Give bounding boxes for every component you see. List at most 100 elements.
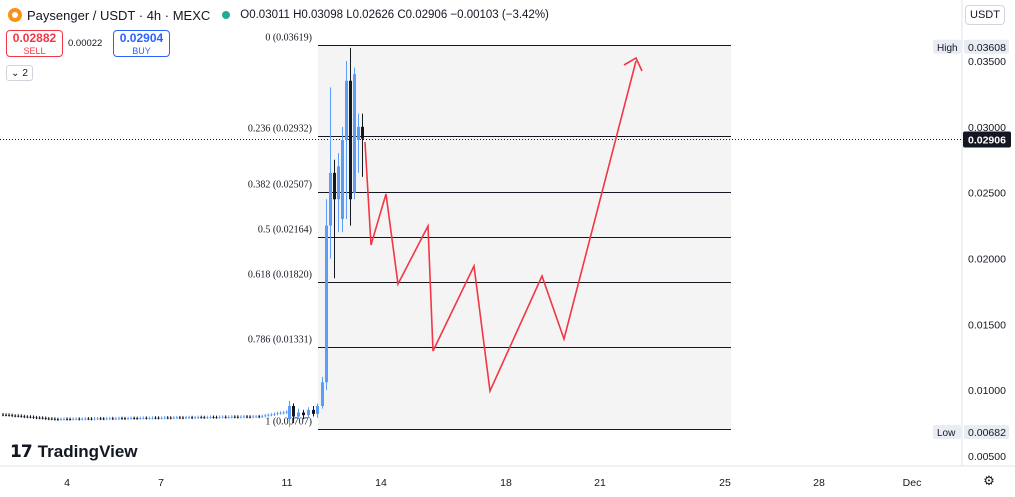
candle xyxy=(63,418,65,420)
candle xyxy=(224,416,227,418)
gear-icon[interactable]: ⚙ xyxy=(983,473,995,488)
candle xyxy=(59,419,62,421)
candle xyxy=(50,418,53,420)
time-tick-label: 7 xyxy=(158,477,164,489)
candle xyxy=(23,416,26,418)
tradingview-logo[interactable]: 𝟭𝟳 TradingView xyxy=(10,442,138,462)
candle xyxy=(47,418,50,420)
candle xyxy=(353,74,356,193)
buy-button[interactable]: 0.02904 BUY xyxy=(113,30,170,57)
candle xyxy=(32,416,35,418)
candle xyxy=(246,416,248,418)
candle xyxy=(236,416,239,418)
candle xyxy=(53,418,56,420)
candle xyxy=(56,419,59,421)
time-tick-label: 11 xyxy=(282,477,293,489)
projection-path[interactable] xyxy=(364,60,637,394)
candle xyxy=(345,80,348,140)
candle xyxy=(26,416,29,418)
candle xyxy=(105,418,108,420)
candle xyxy=(102,418,105,420)
fib-level-label: 0.236 (0.02932) xyxy=(248,124,312,135)
current-price-value: 0.02906 xyxy=(968,135,1006,147)
candle xyxy=(178,417,181,419)
fib-level-label: 0 (0.03619) xyxy=(265,33,312,44)
low-label: Low xyxy=(937,428,956,439)
candle xyxy=(66,418,69,420)
high-label-bg xyxy=(933,39,961,54)
candle xyxy=(212,416,215,418)
currency-selector[interactable]: USDT xyxy=(965,5,1005,25)
candle xyxy=(160,417,163,419)
candle xyxy=(133,417,136,419)
candle xyxy=(78,418,81,420)
candle xyxy=(357,126,360,140)
candle xyxy=(84,418,87,420)
time-tick-label: 4 xyxy=(64,477,70,489)
candle xyxy=(117,418,120,420)
candle xyxy=(163,417,166,419)
candle xyxy=(96,418,99,420)
candle xyxy=(218,416,221,418)
candle xyxy=(285,411,288,413)
price-tick-label: 0.03000 xyxy=(968,122,1006,134)
price-tick-label: 0.03500 xyxy=(968,56,1006,68)
market-status-icon xyxy=(222,11,231,19)
price-tick-label: 0.00500 xyxy=(968,451,1006,463)
fib-level-label: 0.5 (0.02164) xyxy=(258,225,312,236)
candle xyxy=(282,412,285,414)
candle xyxy=(230,416,233,418)
candle xyxy=(111,418,114,420)
candle xyxy=(209,416,212,418)
candle xyxy=(279,412,282,414)
indicator-count: 2 xyxy=(22,67,28,79)
candle xyxy=(2,414,4,416)
candle xyxy=(239,416,242,418)
candle xyxy=(139,417,142,419)
symbol-title[interactable]: Paysenger / USDT · 4h · MEXC xyxy=(27,7,211,23)
indicators-collapse-button[interactable]: ⌄ 2 xyxy=(6,65,33,81)
candle xyxy=(321,382,324,406)
low-value: 0.00682 xyxy=(968,427,1006,439)
candle xyxy=(148,418,151,420)
candle xyxy=(188,417,191,419)
candle xyxy=(142,417,145,419)
candle xyxy=(75,418,78,420)
coin-logo-icon xyxy=(8,8,22,22)
time-tick-label: 14 xyxy=(375,477,387,489)
brand-name: TradingView xyxy=(37,442,138,461)
candle xyxy=(242,416,245,418)
tradingview-logo-icon: 𝟭𝟳 xyxy=(10,442,33,461)
candle xyxy=(93,418,96,420)
candle xyxy=(288,405,291,420)
candle xyxy=(124,418,126,420)
candle xyxy=(312,409,315,414)
candle xyxy=(333,172,336,200)
candle xyxy=(38,417,41,419)
candle xyxy=(325,225,328,383)
candle xyxy=(130,417,133,419)
candle xyxy=(172,417,175,419)
low-value-bg xyxy=(964,425,1009,440)
candle xyxy=(185,417,187,419)
candle xyxy=(292,405,295,417)
candle xyxy=(136,418,139,420)
candle xyxy=(264,415,267,417)
price-tick-label: 0.01000 xyxy=(968,385,1006,397)
candle xyxy=(252,416,255,418)
fib-level-label: 0.618 (0.01820) xyxy=(248,270,312,281)
time-tick-label: Dec xyxy=(903,477,922,489)
candle xyxy=(35,417,38,419)
high-value-bg xyxy=(964,39,1009,54)
high-label: High xyxy=(937,43,958,54)
high-value: 0.03608 xyxy=(968,42,1006,54)
candle xyxy=(203,417,206,419)
sell-button[interactable]: 0.02882 SELL xyxy=(6,30,63,57)
price-tick-label: 0.01500 xyxy=(968,319,1006,331)
candle xyxy=(215,417,218,419)
candle xyxy=(227,416,230,418)
candle xyxy=(361,126,364,139)
candle xyxy=(154,417,157,419)
spread-value: 0.00022 xyxy=(68,38,103,49)
